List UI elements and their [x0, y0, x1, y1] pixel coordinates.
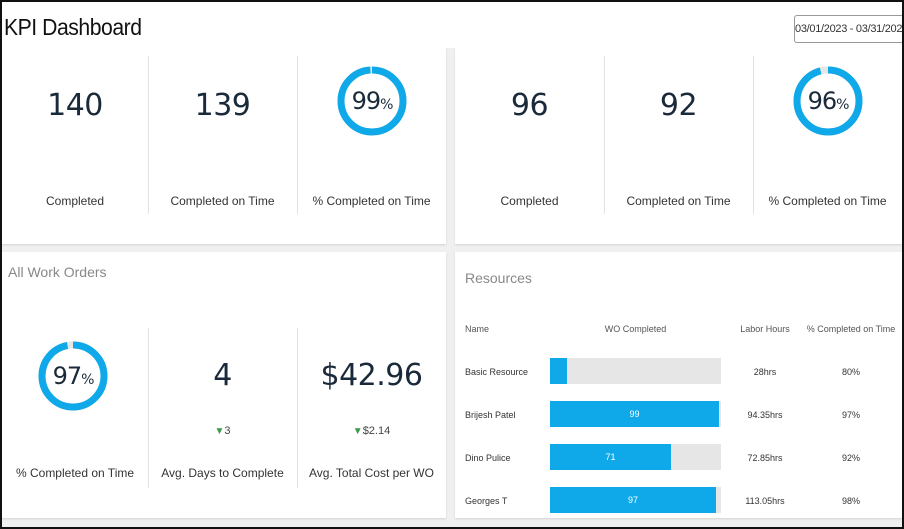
labor-hours: 94.35hrs — [747, 410, 783, 420]
kpi-panel-left: 140 Completed 139 Completed on Time 99% … — [2, 48, 446, 244]
resources-panel: Resources Name WO Completed Labor Hours … — [455, 252, 902, 518]
resource-name: Basic Resource — [465, 367, 529, 377]
header-bar: KPI Dashboard 03/01/2023 - 03/31/2023 — [2, 2, 902, 48]
wo-bar-fill: 71 — [550, 444, 671, 470]
wo-avg-days: 4 ▼3 Avg. Days to Complete — [148, 252, 297, 518]
percent-on-time: 92% — [841, 453, 860, 463]
date-range-picker[interactable]: 03/01/2023 - 03/31/2023 — [794, 15, 902, 43]
kpi-on-time-value: 139 — [194, 88, 251, 123]
percent-donut: 96% — [793, 66, 863, 136]
wo-bar-track: 97 — [550, 487, 721, 513]
kpi-completed-value: 140 — [47, 88, 103, 123]
wo-bar-fill — [550, 358, 567, 384]
wo-percent-on-time: 97% % Completed on Time — [2, 252, 148, 518]
kpi-percent-label: % Completed on Time — [312, 194, 431, 208]
resource-name: Dino Pulice — [465, 453, 511, 463]
labor-hours: 28hrs — [753, 367, 777, 377]
avg-days-delta: ▼3 — [148, 425, 297, 437]
wo-bar-label: 71 — [605, 452, 616, 462]
wo-bar-track — [550, 358, 721, 384]
divider — [604, 56, 605, 214]
resource-name: Georges T — [465, 496, 508, 506]
resource-name: Brijesh Patel — [465, 410, 516, 420]
percent-on-time: 80% — [841, 367, 860, 377]
avg-days-delta-value: 3 — [224, 425, 231, 437]
percent-donut: 97% — [38, 341, 108, 411]
labor-hours: 113.05hrs — [745, 496, 785, 506]
donut-value: 96 — [807, 87, 838, 115]
column-header-wo: WO Completed — [604, 324, 667, 334]
divider — [148, 56, 149, 214]
divider — [297, 56, 298, 214]
column-header-hours: Labor Hours — [740, 324, 790, 334]
kpi-percent-on-time: 96% % Completed on Time — [753, 48, 902, 244]
kpi-on-time-label: Completed on Time — [170, 194, 275, 208]
kpi-on-time-value: 92 — [659, 88, 698, 123]
kpi-percent-label: % Completed on Time — [768, 194, 887, 208]
avg-cost-value: $42.96 — [320, 358, 423, 393]
work-orders-panel: All Work Orders 97% % Completed on Time … — [2, 252, 446, 518]
avg-days-label: Avg. Days to Complete — [161, 466, 284, 480]
avg-cost-label: Avg. Total Cost per WO — [309, 466, 434, 480]
kpi-completed-label: Completed — [45, 194, 105, 208]
wo-bar-fill: 99 — [550, 401, 719, 427]
donut-unit: % — [836, 97, 849, 113]
triangle-down-icon: ▼ — [352, 426, 363, 437]
wo-bar-label — [550, 358, 567, 384]
kpi-completed: 96 Completed — [455, 48, 604, 244]
donut-value: 99 — [351, 87, 382, 115]
wo-bar-label: 99 — [629, 409, 640, 419]
column-header-name: Name — [465, 324, 490, 334]
percent-on-time: 98% — [841, 496, 860, 506]
avg-days-value: 4 — [213, 358, 232, 393]
wo-bar-track: 99 — [550, 401, 721, 427]
wo-bar-label: 97 — [627, 495, 638, 505]
page-title: KPI Dashboard — [4, 14, 142, 40]
panel-title: All Work Orders — [8, 264, 107, 280]
labor-hours: 72.85hrs — [747, 453, 783, 463]
avg-cost-delta: ▼$2.14 — [297, 425, 446, 437]
divider — [148, 328, 149, 488]
kpi-completed-value: 96 — [510, 88, 549, 123]
kpi-on-time-label: Completed on Time — [626, 194, 731, 208]
divider — [753, 56, 754, 214]
panel-title: Resources — [465, 270, 532, 286]
percent-donut: 99% — [337, 66, 407, 136]
triangle-down-icon: ▼ — [214, 426, 225, 437]
kpi-on-time: 92 Completed on Time — [604, 48, 753, 244]
kpi-completed: 140 Completed — [2, 48, 148, 244]
percent-on-time: 97% — [841, 410, 860, 420]
wo-bar-fill: 97 — [550, 487, 716, 513]
wo-bar-track: 71 — [550, 444, 721, 470]
kpi-on-time: 139 Completed on Time — [148, 48, 297, 244]
divider — [297, 328, 298, 488]
avg-cost-delta-value: $2.14 — [362, 425, 391, 437]
wo-avg-cost: $42.96 ▼$2.14 Avg. Total Cost per WO — [297, 252, 446, 518]
donut-unit: % — [380, 97, 393, 113]
column-header-pct: % Completed on Time — [806, 324, 896, 334]
donut-value: 97 — [52, 362, 83, 390]
wo-percent-label: % Completed on Time — [15, 466, 135, 480]
donut-unit: % — [81, 372, 94, 388]
kpi-percent-on-time: 99% % Completed on Time — [297, 48, 446, 244]
kpi-completed-label: Completed — [500, 194, 559, 208]
kpi-panel-right: 96 Completed 92 Completed on Time 96% % … — [455, 48, 902, 244]
